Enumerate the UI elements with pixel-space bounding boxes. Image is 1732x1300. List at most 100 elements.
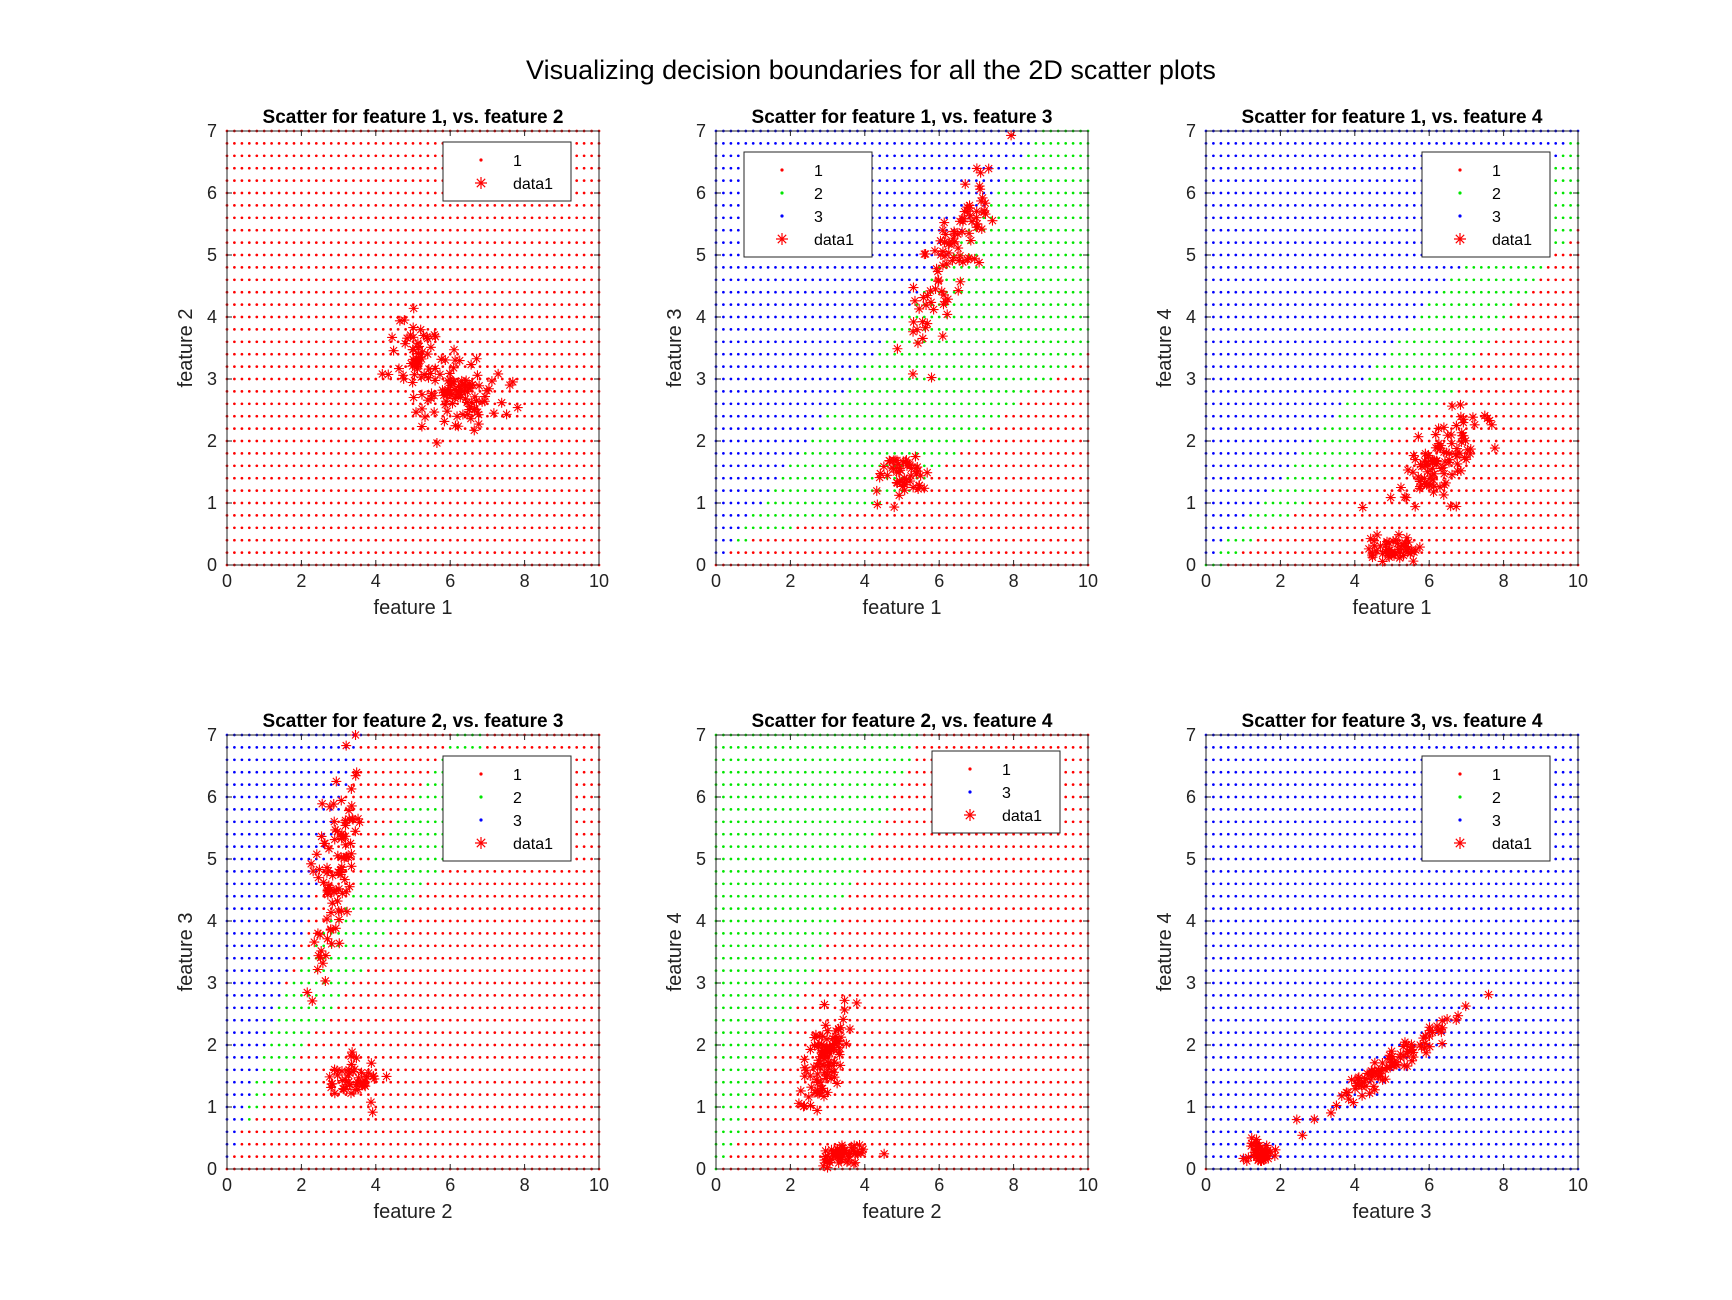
boundary-point-class-1 (1308, 501, 1312, 505)
boundary-point-class-1 (359, 501, 363, 505)
boundary-point-class-1 (314, 166, 318, 170)
boundary-point-class-2 (1049, 204, 1053, 207)
boundary-point-class-1 (240, 303, 244, 306)
boundary-point-class-2 (1049, 315, 1053, 319)
boundary-point-class-3 (744, 303, 748, 306)
boundary-point-class-1 (1517, 514, 1520, 517)
boundary-point-class-1 (352, 464, 355, 468)
boundary-point-class-2 (1042, 352, 1045, 356)
boundary-point-class-1 (433, 538, 437, 542)
boundary-point-class-2 (1012, 377, 1015, 381)
data-point (449, 384, 460, 395)
boundary-point-class-3 (833, 402, 837, 406)
boundary-point-class-1 (307, 303, 311, 306)
boundary-point-class-2 (811, 452, 815, 455)
boundary-point-class-1 (567, 340, 571, 344)
boundary-point-class-1 (1502, 526, 1505, 530)
boundary-point-class-1 (1569, 427, 1572, 430)
boundary-point-class-2 (833, 476, 837, 480)
boundary-point-class-2 (967, 377, 971, 381)
boundary-point-class-2 (1019, 377, 1023, 381)
boundary-point-class-1 (1042, 514, 1045, 517)
boundary-point-class-1 (367, 253, 370, 257)
y-tick-label: 1 (207, 493, 217, 513)
boundary-point-class-2 (833, 489, 837, 492)
boundary-point-class-1 (396, 241, 400, 244)
boundary-point-class-3 (766, 290, 770, 294)
boundary-point-class-1 (255, 526, 259, 530)
boundary-point-class-2 (1249, 538, 1252, 542)
boundary-point-class-2 (1368, 390, 1372, 393)
boundary-point-class-2 (1034, 216, 1038, 220)
boundary-point-class-1 (307, 179, 311, 182)
boundary-point-class-1 (1517, 377, 1520, 381)
boundary-point-class-3 (960, 142, 963, 145)
boundary-point-class-2 (1042, 191, 1045, 195)
data-point (892, 478, 903, 489)
data-point (875, 468, 886, 479)
boundary-point-class-1 (255, 278, 259, 282)
boundary-point-class-3 (930, 253, 934, 257)
boundary-point-class-2 (856, 390, 859, 393)
boundary-point-class-1 (1034, 464, 1038, 468)
boundary-point-class-3 (796, 414, 800, 418)
boundary-point-class-2 (930, 464, 934, 468)
boundary-point-class-3 (841, 278, 844, 282)
boundary-point-class-1 (493, 439, 497, 443)
boundary-point-class-1 (478, 228, 482, 232)
boundary-point-class-1 (553, 204, 556, 207)
boundary-point-class-1 (1027, 526, 1030, 530)
boundary-point-class-3 (1293, 390, 1297, 393)
boundary-point-class-1 (285, 278, 288, 282)
boundary-point-class-3 (856, 328, 859, 331)
boundary-point-class-1 (1420, 501, 1424, 505)
boundary-point-class-1 (967, 501, 971, 505)
boundary-point-class-1 (1331, 526, 1334, 530)
boundary-point-class-1 (411, 476, 415, 480)
boundary-point-class-2 (1226, 551, 1230, 554)
boundary-point-class-3 (1286, 414, 1290, 418)
boundary-point-class-1 (1546, 501, 1550, 505)
boundary-point-class-1 (560, 204, 564, 207)
boundary-point-class-1 (277, 290, 281, 294)
boundary-point-class-1 (240, 166, 244, 170)
boundary-point-class-1 (247, 216, 251, 220)
boundary-point-class-1 (352, 241, 355, 244)
boundary-point-class-1 (590, 452, 593, 455)
boundary-point-class-3 (1241, 514, 1245, 517)
boundary-point-class-3 (729, 476, 733, 480)
data-point (929, 245, 940, 256)
boundary-point-class-1 (1554, 414, 1558, 418)
boundary-point-class-1 (285, 266, 288, 269)
boundary-point-class-3 (803, 402, 807, 406)
boundary-point-class-1 (982, 526, 986, 530)
boundary-point-class-3 (1316, 377, 1319, 381)
boundary-point-class-2 (1056, 216, 1060, 220)
boundary-point-class-1 (419, 204, 422, 207)
boundary-point-class-3 (1279, 352, 1282, 356)
boundary-point-class-1 (1056, 526, 1060, 530)
boundary-point-class-1 (337, 402, 340, 406)
boundary-point-class-1 (1494, 452, 1498, 455)
boundary-point-class-1 (1546, 514, 1550, 517)
boundary-point-class-2 (1308, 476, 1312, 480)
boundary-point-class-1 (448, 228, 452, 232)
boundary-point-class-1 (374, 253, 378, 257)
boundary-point-class-1 (419, 464, 422, 468)
boundary-point-class-2 (1004, 253, 1008, 257)
boundary-point-class-3 (774, 315, 777, 319)
boundary-point-class-1 (270, 303, 273, 306)
boundary-point-class-2 (982, 402, 986, 406)
legend-label: data1 (814, 232, 854, 249)
boundary-point-class-1 (448, 266, 452, 269)
boundary-point-class-3 (1293, 365, 1297, 368)
boundary-point-class-1 (240, 414, 244, 418)
boundary-point-class-1 (277, 266, 281, 269)
data-point (949, 228, 960, 239)
boundary-point-class-2 (1398, 352, 1401, 356)
boundary-point-class-2 (1071, 154, 1075, 158)
boundary-point-class-1 (262, 365, 266, 368)
boundary-point-class-1 (508, 328, 512, 331)
boundary-point-class-1 (515, 278, 519, 282)
boundary-point-class-1 (1539, 390, 1543, 393)
